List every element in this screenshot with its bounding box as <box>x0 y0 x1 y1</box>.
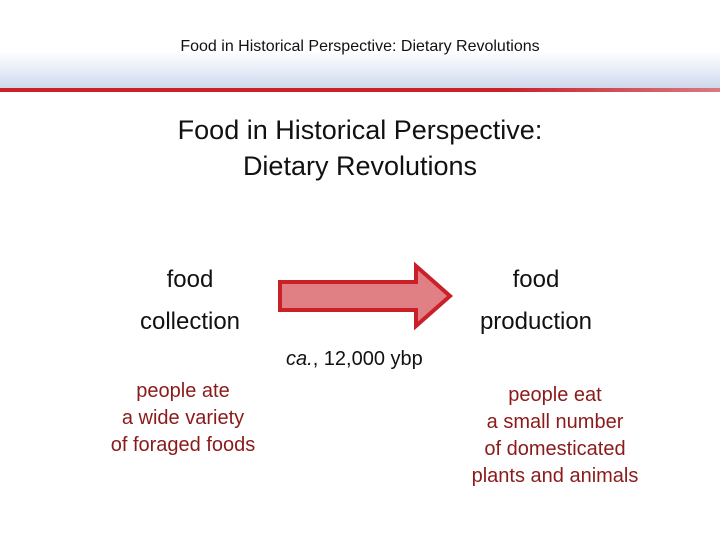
left-description: people ate a wide variety of foraged foo… <box>90 378 276 459</box>
left-word-food: food <box>166 266 214 293</box>
right-word-production: production <box>479 308 593 335</box>
date-label-italic: ca. <box>286 348 313 370</box>
right-description-line: a small number <box>486 411 624 433</box>
left-word-collection: collection <box>139 308 241 335</box>
header-title: Food in Historical Perspective: Dietary … <box>180 38 540 55</box>
header-bar <box>0 0 720 92</box>
left-description-line: of foraged foods <box>110 434 256 456</box>
slide-title-line-1: Food in Historical Perspective: <box>177 115 543 145</box>
left-description-line: people ate <box>136 380 230 402</box>
right-description: people eat a small number of domesticate… <box>448 382 662 490</box>
slide-title: Food in Historical Perspective: Dietary … <box>0 112 720 184</box>
right-description-line: people eat <box>508 384 602 406</box>
right-description-line: plants and animals <box>471 465 639 487</box>
right-word-food: food <box>512 266 560 293</box>
right-arrow-icon <box>278 262 454 330</box>
header-divider <box>0 88 720 92</box>
left-description-line: a wide variety <box>121 407 245 429</box>
date-label-rest: , 12,000 ybp <box>312 348 423 370</box>
date-label: ca., 12,000 ybp <box>286 348 423 371</box>
slide-title-line-2: Dietary Revolutions <box>242 151 478 181</box>
right-description-line: of domesticated <box>484 438 626 460</box>
